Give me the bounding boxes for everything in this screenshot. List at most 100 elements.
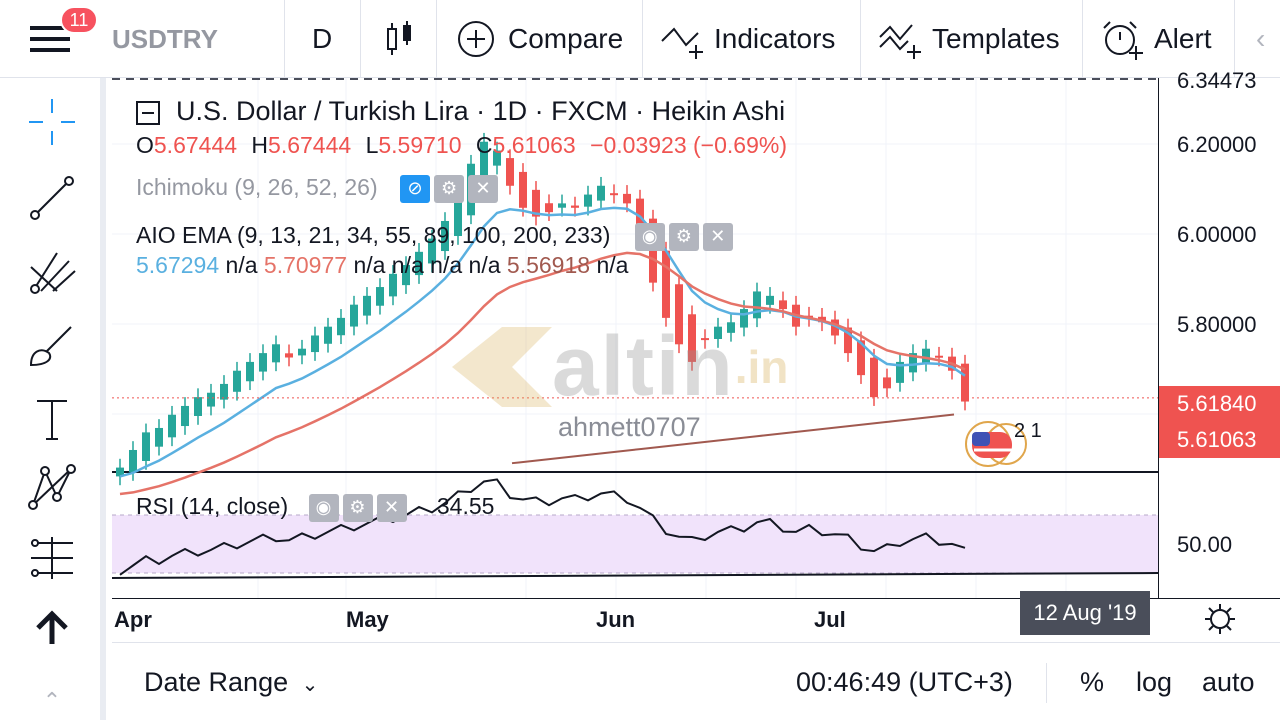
- ema-values: 5.67294 n/a 5.70977 n/a n/a n/a n/a 5.56…: [136, 252, 628, 279]
- candle-body: [623, 193, 631, 204]
- auto-toggle[interactable]: auto: [1202, 667, 1255, 697]
- settings-button[interactable]: [1204, 603, 1236, 640]
- candle-body: [129, 449, 137, 472]
- candle-body: [636, 198, 644, 239]
- separator: [436, 0, 437, 78]
- series-legend[interactable]: U.S. Dollar / Turkish Lira · 1D · FXCM ·…: [136, 96, 785, 127]
- price-label: 6.00000: [1177, 222, 1257, 247]
- candle-body: [519, 171, 527, 208]
- candle-body: [961, 363, 969, 402]
- separator: [1234, 0, 1235, 78]
- top-toolbar: 11 USDTRY D Compare: [0, 0, 1280, 78]
- current-price-tag: 5.61840: [1159, 386, 1280, 422]
- events-marker[interactable]: 2 1: [962, 420, 1042, 475]
- alert-button[interactable]: Alert: [1100, 0, 1212, 78]
- author-label: ahmett0707: [558, 412, 701, 442]
- candle-body: [363, 295, 371, 316]
- symbol-search[interactable]: USDTRY: [112, 23, 218, 54]
- candle-body: [233, 370, 241, 392]
- settings-icon[interactable]: ⚙: [668, 222, 699, 251]
- separator: [284, 0, 285, 78]
- watermark: altin .in: [452, 318, 788, 415]
- candle-body: [428, 238, 436, 264]
- text-icon: [37, 400, 67, 440]
- text-tool[interactable]: [22, 390, 82, 450]
- rsi-baseline: [112, 572, 1158, 579]
- close-icon[interactable]: ✕: [702, 222, 733, 251]
- visibility-icon[interactable]: ◉: [308, 493, 339, 522]
- templates-icon: [879, 24, 921, 59]
- crosshair-tool[interactable]: [22, 92, 82, 152]
- candle-body: [311, 335, 319, 353]
- separator: [1046, 663, 1047, 703]
- low-label: L: [365, 132, 379, 158]
- plus-circle-icon: [458, 21, 494, 57]
- candle-body: [701, 338, 709, 341]
- interval-button[interactable]: D: [312, 23, 333, 54]
- trend-line-tool[interactable]: [22, 168, 82, 228]
- chevron-up-icon: ⌃: [42, 688, 62, 713]
- scroll-up-button[interactable]: [22, 598, 82, 658]
- flag-icon: [965, 421, 1027, 467]
- rsi-axis-label: 50.00: [1177, 532, 1233, 557]
- chart-type-button[interactable]: [385, 0, 415, 78]
- trend-line-icon: [30, 176, 74, 220]
- prediction-tool[interactable]: [22, 528, 82, 588]
- pattern-tool[interactable]: [22, 456, 82, 516]
- candle-body: [194, 397, 202, 416]
- crosshair-icon: [29, 99, 75, 145]
- visibility-icon[interactable]: ⊘: [400, 174, 431, 203]
- candle-body: [727, 322, 735, 333]
- rsi-band: [112, 515, 1158, 573]
- templates-button[interactable]: Templates: [878, 0, 1060, 78]
- collapse-legend-icon[interactable]: [136, 100, 160, 125]
- chart-pane[interactable]: altin .in U.S. Dollar / Turkish Lira · 1…: [112, 78, 1158, 642]
- candle-body: [779, 300, 787, 310]
- compare-button[interactable]: Compare: [456, 0, 623, 78]
- settings-icon[interactable]: ⚙: [434, 174, 465, 203]
- brush-tool[interactable]: [22, 316, 82, 376]
- candle-body: [259, 353, 267, 372]
- collapse-toolbar-button[interactable]: ⌃: [22, 686, 82, 716]
- hamburger-icon: [30, 26, 70, 52]
- candle-body: [181, 405, 189, 427]
- candle-body: [415, 251, 423, 276]
- ema-na-2: n/a n/a n/a n/a: [353, 252, 501, 278]
- log-toggle[interactable]: log: [1136, 667, 1173, 697]
- candle-body: [883, 377, 891, 389]
- time-axis[interactable]: Apr May Jun Jul 12 Aug '19: [112, 591, 1280, 642]
- clock-button[interactable]: 00:46:49 (UTC+3): [796, 667, 1013, 697]
- price-chart[interactable]: [112, 78, 1158, 598]
- rsi-legend[interactable]: RSI (14, close) ◉ ⚙ ✕ 34.55: [136, 493, 494, 522]
- candle-body: [610, 193, 618, 196]
- candle-body: [480, 141, 488, 190]
- close-icon[interactable]: ✕: [468, 174, 499, 203]
- percent-toggle[interactable]: %: [1080, 667, 1105, 697]
- price-axis[interactable]: 6.34473 6.20000 6.00000 5.80000 5.61840 …: [1158, 68, 1280, 598]
- close-icon[interactable]: ✕: [376, 493, 407, 522]
- high-value: 5.67444: [268, 132, 352, 158]
- ichimoku-legend[interactable]: Ichimoku (9, 26, 52, 26) ⊘ ⚙ ✕: [136, 174, 499, 203]
- candle-body: [506, 158, 514, 186]
- drawing-toolbar: ⌃: [0, 78, 106, 720]
- ohlc-legend: O5.67444 H5.67444 L5.59710 C5.61063 −0.0…: [136, 132, 787, 159]
- indicators-label: Indicators: [714, 23, 836, 54]
- watermark-brand: altin: [552, 319, 735, 413]
- time-label: Apr: [114, 607, 152, 632]
- arrow-up-icon: [36, 610, 68, 644]
- ichimoku-label: Ichimoku (9, 26, 52, 26): [136, 174, 378, 200]
- events-count: 2 1: [1014, 420, 1042, 442]
- notification-badge[interactable]: 11: [60, 6, 98, 34]
- candle-body: [441, 220, 449, 252]
- candle-body: [662, 250, 670, 318]
- menu-button[interactable]: [30, 0, 74, 78]
- visibility-icon[interactable]: ◉: [634, 222, 665, 251]
- ema-legend[interactable]: AIO EMA (9, 13, 21, 34, 55, 89, 100, 200…: [136, 222, 733, 251]
- indicators-button[interactable]: Indicators: [660, 0, 835, 78]
- watermark-suffix: .in: [734, 340, 789, 393]
- price-label-top: 6.34473: [1177, 68, 1257, 93]
- settings-icon[interactable]: ⚙: [342, 493, 373, 522]
- fib-tool[interactable]: [22, 242, 82, 302]
- scroll-left-button[interactable]: ‹: [1256, 0, 1265, 78]
- date-range-button[interactable]: Date Range ⌄: [144, 667, 318, 698]
